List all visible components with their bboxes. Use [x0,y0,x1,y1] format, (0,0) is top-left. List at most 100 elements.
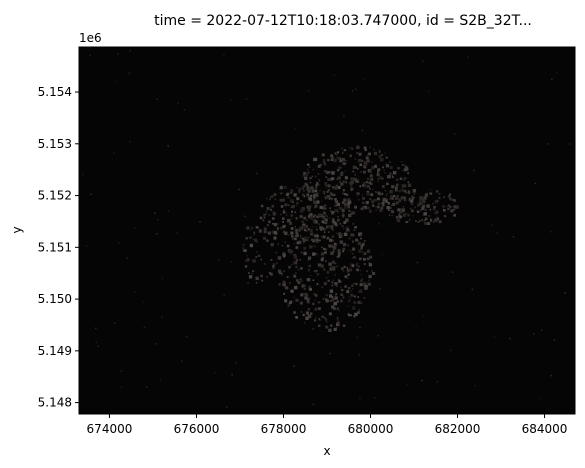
texture-pixel [343,198,347,202]
texture-pixel [319,226,323,230]
texture-pixel [379,151,381,153]
texture-pixel [284,286,288,290]
texture-pixel [345,180,348,182]
texture-pixel [419,220,421,222]
texture-pixel [263,262,266,265]
texture-pixel [348,237,351,240]
texture-pixel [351,284,354,287]
texture-pixel [364,167,367,169]
texture-pixel [359,397,361,399]
texture-pixel [298,190,301,193]
texture-pixel [266,198,268,200]
texture-pixel [295,217,297,219]
texture-pixel [366,184,370,188]
texture-pixel [450,209,454,213]
texture-pixel [533,333,535,335]
texture-pixel [319,190,321,192]
texture-pixel [328,294,333,298]
texture-pixel [297,236,299,238]
texture-pixel [408,199,411,202]
texture-pixel [89,54,91,57]
texture-pixel [303,195,306,198]
texture-pixel [373,148,375,151]
texture-pixel [324,298,328,301]
texture-pixel [378,154,382,158]
texture-pixel [363,166,365,168]
texture-pixel [255,282,258,284]
texture-pixel [154,212,156,214]
texture-pixel [333,74,335,76]
texture-pixel [290,191,293,194]
texture-pixel [306,193,310,197]
texture-pixel [388,175,391,178]
texture-pixel [330,300,333,302]
texture-pixel [325,176,328,178]
texture-pixel [366,257,370,261]
texture-pixel [253,231,256,234]
texture-pixel [309,213,313,217]
texture-pixel [356,336,358,339]
texture-pixel [157,218,159,221]
texture-pixel [307,297,310,300]
texture-pixel [389,207,392,209]
texture-pixel [358,199,360,201]
texture-pixel [327,299,330,302]
texture-pixel [343,202,348,206]
texture-pixel [313,196,316,199]
texture-pixel [280,272,284,276]
texture-pixel [258,227,260,229]
texture-pixel [301,186,305,190]
texture-pixel [300,208,304,212]
texture-pixel [286,214,288,216]
texture-pixel [453,205,455,207]
texture-pixel [337,186,341,189]
texture-pixel [290,189,292,191]
texture-pixel [325,222,327,225]
texture-pixel [321,227,325,230]
texture-pixel [361,129,364,132]
y-tick-label: 5.154 [38,85,72,99]
texture-pixel [365,181,368,184]
texture-pixel [347,313,351,317]
texture-pixel [353,315,356,318]
texture-pixel [289,282,291,284]
texture-pixel [323,221,326,224]
texture-pixel [394,196,398,200]
texture-pixel [325,299,329,303]
texture-pixel [368,274,372,279]
texture-pixel [269,198,271,200]
texture-pixel [390,210,393,213]
texture-pixel [283,255,286,258]
texture-pixel [277,256,282,260]
texture-pixel [331,260,335,264]
texture-pixel [424,193,428,197]
texture-pixel [429,218,433,221]
texture-pixel [95,341,98,344]
texture-pixel [307,163,310,166]
texture-pixel [334,274,336,276]
texture-pixel [283,282,285,284]
texture-pixel [389,166,393,170]
texture-pixel [336,169,340,172]
texture-pixel [550,374,552,377]
texture-pixel [446,205,448,208]
texture-pixel [126,257,128,259]
texture-pixel [334,266,336,268]
texture-pixel [244,215,246,218]
texture-pixel [304,224,308,228]
texture-pixel [295,272,297,274]
texture-pixel [320,235,324,239]
texture-pixel [90,193,92,195]
texture-pixel [358,179,360,181]
texture-pixel [330,192,334,197]
texture-pixel [290,263,293,266]
texture-pixel [331,305,335,309]
texture-pixel [397,167,400,170]
texture-pixel [388,209,390,211]
texture-pixel [328,328,332,332]
texture-pixel [167,210,170,212]
texture-pixel [349,249,352,252]
texture-pixel [360,237,362,240]
texture-pixel [304,176,308,180]
texture-pixel [447,211,449,213]
